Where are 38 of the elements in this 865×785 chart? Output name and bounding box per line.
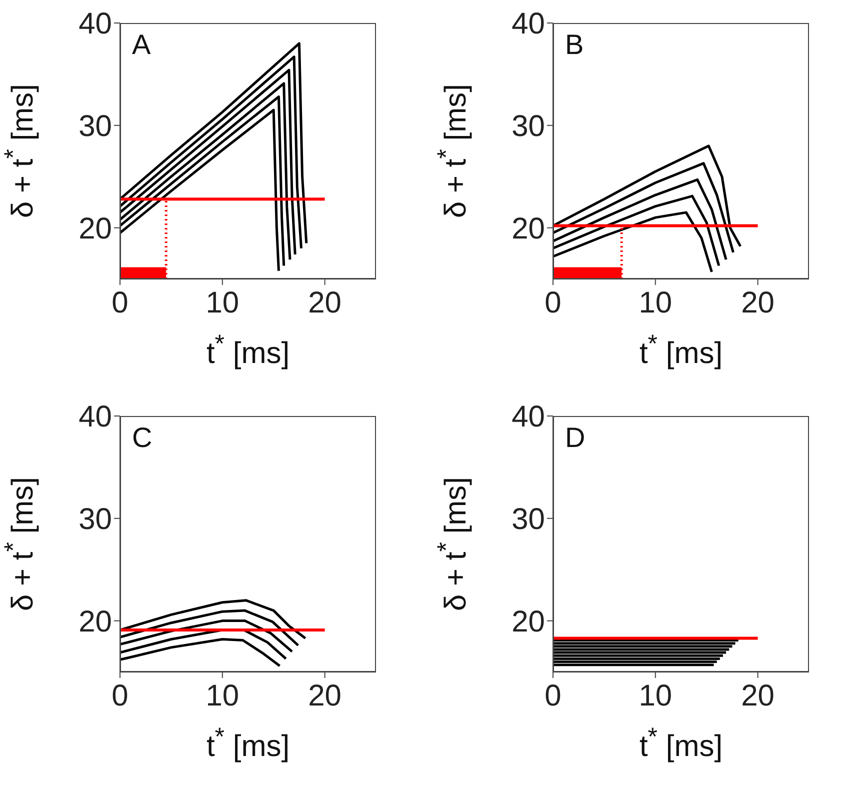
x-tick-label: 0 bbox=[112, 679, 128, 712]
x-axis-title: t$^{*}$ [ms] bbox=[205, 723, 291, 764]
x-tick-label: 20 bbox=[308, 286, 342, 320]
y-tick-label: 30 bbox=[78, 503, 112, 536]
y-tick-label: 20 bbox=[78, 212, 112, 246]
y-tick-label: 20 bbox=[512, 605, 545, 638]
x-tick-label: 0 bbox=[544, 286, 562, 320]
chart-title: C bbox=[132, 422, 152, 454]
y-tick-label: 40 bbox=[512, 8, 545, 41]
line-series bbox=[553, 194, 720, 267]
y-tick-label: 20 bbox=[78, 605, 112, 638]
x-tick-label: 20 bbox=[741, 286, 774, 320]
x-axis-title: t$^{*}$ [ms] bbox=[205, 330, 291, 371]
chart-title: D bbox=[565, 422, 586, 454]
x-tick-label: 10 bbox=[206, 286, 240, 320]
y-tick-label: 40 bbox=[78, 400, 112, 434]
line-series bbox=[120, 638, 281, 668]
x-axis-title: t$^{*}$ [ms] bbox=[638, 723, 724, 764]
line-series bbox=[120, 609, 300, 647]
y-tick-label: 20 bbox=[512, 212, 545, 246]
y-tick-label: 30 bbox=[78, 110, 112, 144]
y-tick-label: 30 bbox=[512, 110, 545, 144]
x-axis-title: t$^{*}$ [ms] bbox=[638, 330, 724, 371]
x-tick-label: 20 bbox=[308, 679, 342, 712]
chart-title: A bbox=[132, 29, 151, 61]
x-tick-label: 10 bbox=[638, 286, 672, 320]
line-series bbox=[553, 211, 713, 274]
x-tick-label: 10 bbox=[638, 679, 672, 712]
line-series bbox=[120, 599, 307, 640]
x-tick-label: 10 bbox=[206, 679, 240, 712]
y-tick-label: 30 bbox=[512, 503, 545, 536]
x-tick-label: 20 bbox=[741, 679, 774, 712]
x-tick-label: 0 bbox=[544, 679, 562, 712]
y-tick-label: 40 bbox=[512, 400, 545, 434]
x-tick-label: 0 bbox=[112, 286, 128, 320]
line-series bbox=[553, 178, 728, 261]
y-tick-label: 40 bbox=[78, 8, 112, 41]
chart-title: B bbox=[565, 29, 584, 61]
